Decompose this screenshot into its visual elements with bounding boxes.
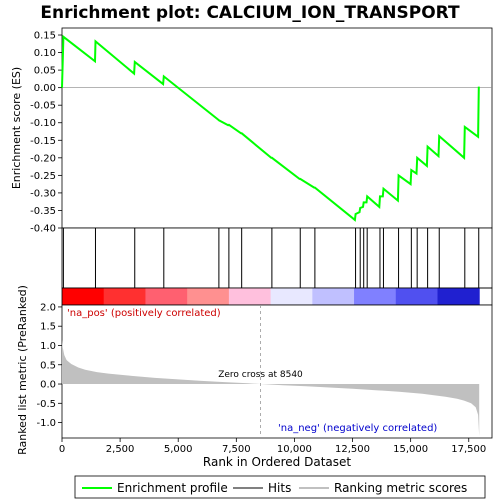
- x-tick-label: 17,500: [451, 444, 486, 455]
- metric-y-tick-label: 0.5: [40, 360, 56, 371]
- hits-panel: [61, 227, 493, 289]
- color-band-segment: [354, 288, 397, 305]
- color-band-segment: [145, 288, 188, 305]
- es-y-axis-label: Enrichment score (ES): [10, 67, 23, 189]
- color-band-segment: [228, 288, 272, 305]
- legend-metric-label: Ranking metric scores: [334, 481, 467, 495]
- es-y-tick-label: -0.30: [30, 188, 56, 199]
- es-y-tick-label: 0.05: [34, 66, 56, 77]
- x-tick-label: 15,000: [393, 444, 428, 455]
- metric-panel: 2.0 1.5 1.0 0.5 0.0 -0.5 -1.0 Zero cross at 85…: [16, 285, 493, 455]
- x-axis: 0 2,500 5,000 7,500 10,000 12,500 15,000 17,500: [59, 438, 486, 455]
- es-y-tick-label: -0.20: [30, 153, 56, 164]
- es-y-tick-label: -0.40: [30, 224, 56, 235]
- legend-enrichment-label: Enrichment profile: [117, 481, 228, 495]
- es-y-tick-label: -0.35: [30, 206, 56, 217]
- es-y-tick-label: -0.10: [30, 118, 56, 129]
- x-tick-label: 12,500: [335, 444, 370, 455]
- zero-cross-label: Zero cross at 8540: [218, 370, 303, 380]
- es-panel: 0.15 0.10 0.05 0.00 -0.05 -0.10 -0.15 -0.20 -0.2…: [10, 27, 493, 235]
- metric-y-axis-label: Ranked list metric (PreRanked): [16, 285, 29, 455]
- es-y-axis: 0.15 0.10 0.05 0.00 -0.05 -0.10 -0.15 -0.20 -0.2…: [30, 31, 62, 235]
- color-band-segment: [103, 288, 146, 305]
- enrichment-profile-line: [61, 34, 480, 222]
- metric-y-tick-label: 1.5: [40, 322, 56, 333]
- color-band-segment: [395, 288, 438, 305]
- ranking-color-band: [61, 287, 493, 306]
- color-band-segment: [187, 288, 230, 305]
- metric-y-tick-label: -0.5: [36, 399, 56, 410]
- x-tick-label: 0: [59, 444, 65, 455]
- hit-markers: [62, 228, 480, 288]
- ranking-metric-area: [62, 339, 480, 437]
- es-y-tick-label: 0.00: [34, 83, 56, 94]
- color-band-segment: [437, 288, 480, 305]
- es-y-tick-label: 0.10: [34, 48, 56, 59]
- hits-panel-frame: [61, 227, 493, 289]
- es-y-tick-label: -0.05: [30, 101, 56, 112]
- neg-correlated-label: 'na_neg' (negatively correlated): [278, 423, 437, 434]
- color-band-segment: [62, 288, 105, 305]
- x-axis-label: Rank in Ordered Dataset: [203, 455, 351, 469]
- pos-correlated-label: 'na_pos' (positively correlated): [67, 308, 221, 319]
- es-y-tick-label: -0.15: [30, 136, 56, 147]
- color-band-segment: [312, 288, 355, 305]
- metric-panel-frame: [61, 304, 493, 439]
- es-y-tick-label: -0.25: [30, 171, 56, 182]
- chart-title: Enrichment plot: CALCIUM_ION_TRANSPORT: [40, 3, 460, 23]
- color-band-segment: [270, 288, 313, 305]
- x-tick-label: 7,500: [222, 444, 251, 455]
- x-tick-label: 10,000: [277, 444, 312, 455]
- legend-hits-label: Hits: [268, 481, 291, 495]
- x-tick-label: 2,500: [106, 444, 135, 455]
- legend: Enrichment profile Hits Ranking metric s…: [74, 475, 486, 499]
- metric-y-axis: 2.0 1.5 1.0 0.5 0.0 -0.5 -1.0: [36, 302, 62, 429]
- es-y-tick-label: 0.15: [34, 31, 56, 42]
- metric-y-tick-label: 0.0: [40, 380, 56, 391]
- legend-frame: [74, 475, 486, 499]
- x-tick-label: 5,000: [164, 444, 193, 455]
- metric-y-tick-label: 2.0: [40, 302, 56, 313]
- metric-y-tick-label: 1.0: [40, 341, 56, 352]
- metric-y-tick-label: -1.0: [36, 418, 56, 429]
- es-panel-frame: [61, 27, 493, 229]
